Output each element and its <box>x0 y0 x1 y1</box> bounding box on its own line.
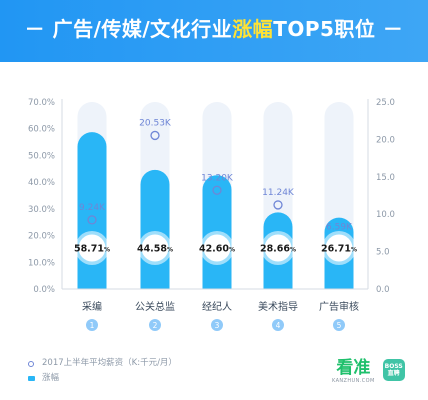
bar-baseline-mask <box>66 289 366 310</box>
salary-label: 20.53K <box>139 118 172 128</box>
y-right-tick-label: 5.0 <box>376 248 390 258</box>
growth-value-label: 44.58% <box>137 244 173 255</box>
legend-item-salary: 2017上半年平均薪资（K:千元/月） <box>28 356 177 371</box>
salary-label: 11.24K <box>262 188 295 198</box>
growth-value-suffix: % <box>229 247 235 254</box>
category-label: 广告审核 <box>319 300 359 313</box>
kanzhun-logo: 看准 KANZHUN.COM <box>332 359 375 385</box>
growth-value-number: 58.71 <box>74 244 104 255</box>
salary-point <box>212 185 222 195</box>
title-prefix: － 广告/传媒/文化行业 <box>24 17 233 41</box>
growth-badge <box>264 234 292 262</box>
title-suffix: TOP5职位 － <box>273 17 404 41</box>
growth-value-suffix: % <box>104 247 110 254</box>
category-label: 采编 <box>82 300 102 313</box>
y-left-tick-label: 10.0% <box>28 258 55 268</box>
growth-badge <box>325 234 353 262</box>
y-right-tick-label: 15.0 <box>376 173 395 183</box>
title-accent: 涨幅 <box>232 17 274 41</box>
growth-value-suffix: % <box>167 247 173 254</box>
brand-name: 看准 <box>336 358 371 378</box>
salary-label: 13.20K <box>201 173 234 183</box>
growth-badge <box>78 234 106 262</box>
category-index-circle <box>272 319 284 331</box>
category-index-label: 1 <box>90 321 95 330</box>
growth-value-suffix: % <box>351 247 357 254</box>
salary-point <box>150 130 160 141</box>
growth-salary-chart: 0.0% 10.0% 20.0% 30.0% 40.0% 50.0% 60.0% 70.0% 0… <box>28 98 395 331</box>
growth-badge <box>203 234 231 262</box>
y-left-tick-label: 70.0% <box>28 98 55 108</box>
y-left-tick-label: 0.0% <box>33 285 55 295</box>
growth-value-number: 28.66 <box>260 244 290 255</box>
ring-marker-icon <box>28 360 34 367</box>
salary-label: 9.24K <box>79 203 106 213</box>
salary-point <box>87 215 97 225</box>
growth-value-suffix: % <box>290 247 296 254</box>
growth-badge <box>141 234 169 262</box>
y-left-tick-label: 30.0% <box>28 205 55 215</box>
growth-value-label: 58.71% <box>74 244 110 255</box>
y-left-tick-label: 60.0% <box>28 125 55 135</box>
category-index-circle <box>333 319 345 331</box>
category-index-label: 4 <box>276 321 281 330</box>
y-right-tick-label: 10.0 <box>376 210 395 220</box>
category-index-label: 5 <box>337 321 342 330</box>
growth-value-number: 44.58 <box>137 244 167 255</box>
growth-value-number: 42.60 <box>199 244 229 255</box>
y-right-tick-label: 25.0 <box>376 98 395 108</box>
y-right-tick-label: 0.0 <box>376 285 390 295</box>
category-index-circle <box>86 319 98 331</box>
category-label: 经纪人 <box>202 300 232 313</box>
y-right-tick-label: 20.0 <box>376 135 395 145</box>
chart-legend: 2017上半年平均薪资（K:千元/月） 涨幅 <box>28 356 177 386</box>
category-index-label: 3 <box>215 321 220 330</box>
header-banner: － 广告/传媒/文化行业涨幅TOP5职位 － <box>0 0 428 62</box>
salary-label: 6.59K <box>326 223 353 233</box>
category-index-circle <box>211 319 223 331</box>
legend-salary-label: 2017上半年平均薪资（K:千元/月） <box>42 358 177 368</box>
growth-value-label: 42.60% <box>199 244 235 255</box>
growth-value-label: 28.66% <box>260 244 296 255</box>
salary-point <box>273 200 283 210</box>
growth-value-label: 26.71% <box>321 244 357 255</box>
y-left-tick-label: 40.0% <box>28 178 55 188</box>
growth-value-number: 26.71 <box>321 244 351 255</box>
y-left-tick-label: 50.0% <box>28 151 55 161</box>
category-label: 公关总监 <box>135 300 175 313</box>
boss-badge-icon: BOSS 直聘 <box>382 359 405 381</box>
category-index-label: 2 <box>153 321 158 330</box>
page-title: － 广告/传媒/文化行业涨幅TOP5职位 － <box>0 13 428 42</box>
y-left-tick-label: 20.0% <box>28 232 55 242</box>
bar-swatch-icon <box>28 376 35 381</box>
badge-top: BOSS <box>384 363 403 370</box>
brand-logos: 看准 KANZHUN.COM BOSS 直聘 <box>332 359 405 385</box>
legend-item-growth: 涨幅 <box>28 371 177 386</box>
growth-bar <box>77 132 107 304</box>
legend-growth-label: 涨幅 <box>42 373 60 383</box>
category-label: 美术指导 <box>258 300 298 313</box>
brand-domain: KANZHUN.COM <box>332 378 375 384</box>
badge-bottom: 直聘 <box>387 370 400 377</box>
category-index-circle <box>149 319 161 331</box>
